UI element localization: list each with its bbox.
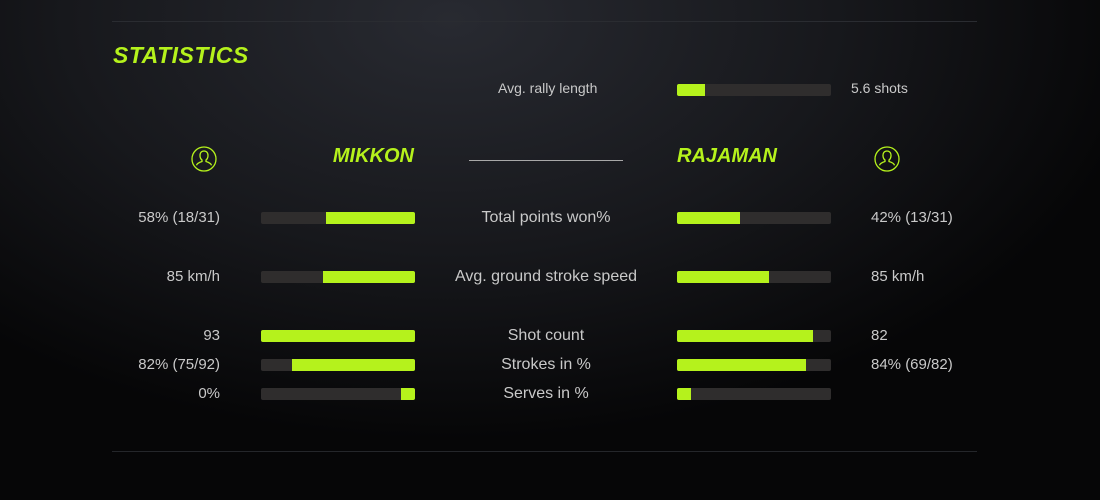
stat-left-value: 0% bbox=[198, 385, 220, 402]
rally-bar bbox=[677, 84, 831, 96]
stat-left-bar-fill bbox=[322, 271, 415, 283]
rally-label: Avg. rally length bbox=[498, 80, 598, 96]
stat-right-value: 84% (69/82) bbox=[871, 356, 953, 373]
page-title: STATISTICS bbox=[113, 42, 249, 68]
stat-left-bar bbox=[261, 388, 415, 400]
stat-right-bar-fill bbox=[677, 330, 813, 342]
stat-right-bar bbox=[677, 271, 831, 283]
vs-divider bbox=[469, 160, 623, 161]
stat-left-bar-fill bbox=[261, 330, 415, 342]
stat-left-bar-fill bbox=[325, 212, 415, 224]
stat-left-bar bbox=[261, 212, 415, 224]
stat-left-value: 93 bbox=[203, 327, 220, 344]
stat-right-bar-fill bbox=[677, 359, 807, 371]
rally-value: 5.6 shots bbox=[851, 80, 908, 96]
stat-label: Shot count bbox=[507, 327, 585, 344]
stat-right-bar bbox=[677, 330, 831, 342]
stat-left-value: 82% (75/92) bbox=[138, 356, 220, 373]
stat-right-value: 42% (13/31) bbox=[871, 209, 953, 226]
stat-left-value: 58% (18/31) bbox=[138, 209, 220, 226]
stat-label: Avg. ground stroke speed bbox=[454, 268, 638, 285]
stat-left-bar bbox=[261, 359, 415, 371]
user-circle-icon bbox=[191, 146, 217, 172]
stat-left-value: 85 km/h bbox=[166, 268, 220, 285]
rally-bar-fill bbox=[677, 84, 705, 96]
stat-label: Total points won% bbox=[481, 209, 611, 226]
stat-right-value: 85 km/h bbox=[871, 268, 925, 285]
top-divider bbox=[112, 21, 977, 22]
stat-left-bar bbox=[261, 330, 415, 342]
stat-right-bar-fill bbox=[677, 212, 741, 224]
stat-right-bar bbox=[677, 359, 831, 371]
user-circle-icon bbox=[874, 146, 900, 172]
stat-label: Serves in % bbox=[503, 385, 589, 402]
player-right-name: RAJAMAN bbox=[677, 145, 777, 167]
stat-left-bar-fill bbox=[401, 388, 415, 400]
stat-label: Strokes in % bbox=[501, 356, 591, 373]
stat-left-bar bbox=[261, 271, 415, 283]
stat-right-bar-fill bbox=[677, 388, 691, 400]
player-left-name: MIKKON bbox=[332, 145, 414, 167]
stat-right-bar-fill bbox=[677, 271, 770, 283]
stat-left-bar-fill bbox=[291, 359, 415, 371]
stat-right-value: 82 bbox=[871, 327, 888, 344]
stat-right-bar bbox=[677, 212, 831, 224]
stat-right-bar bbox=[677, 388, 831, 400]
bottom-divider bbox=[112, 451, 977, 452]
